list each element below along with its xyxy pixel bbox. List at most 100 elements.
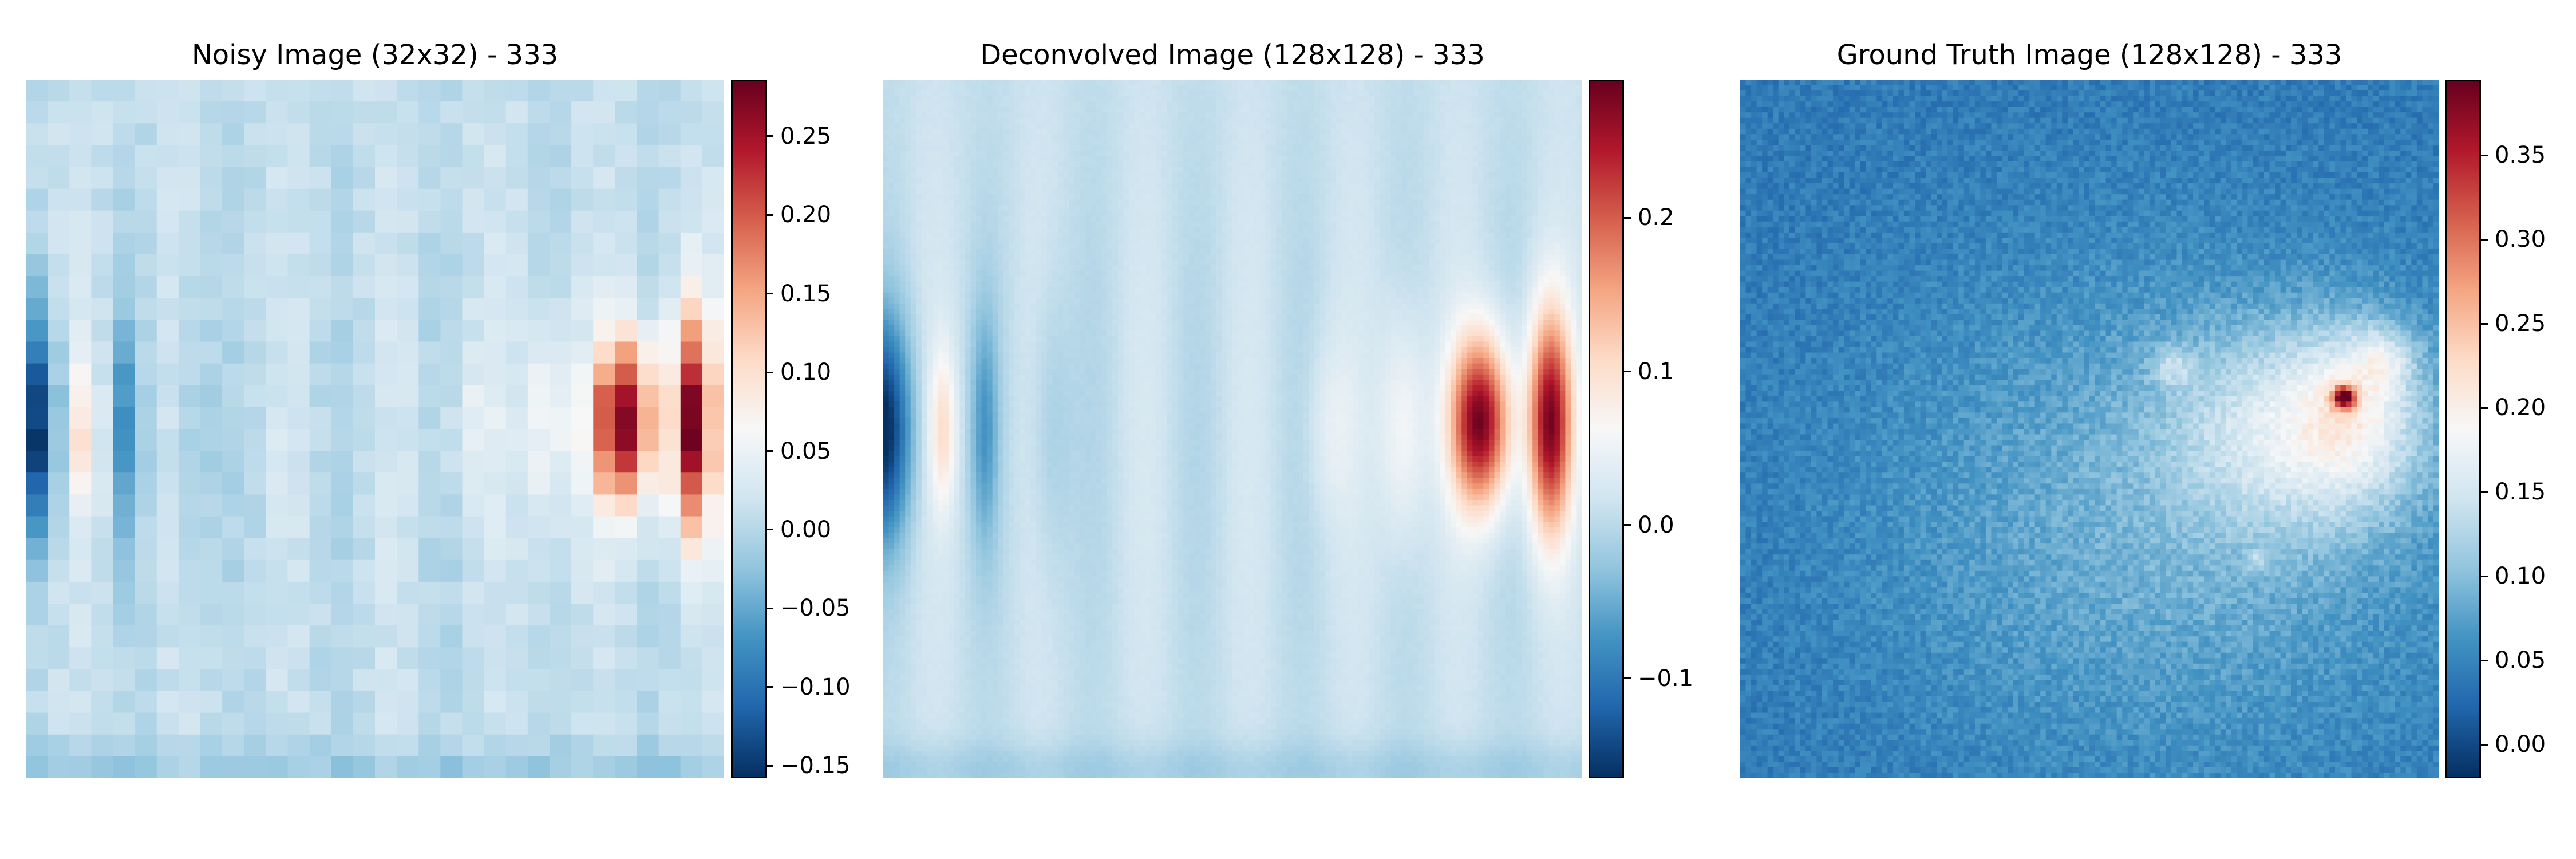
heatmap-cell	[1516, 140, 1522, 145]
heatmap-cell	[1467, 227, 1473, 233]
heatmap-cell	[1472, 172, 1478, 178]
heatmap-cell	[244, 254, 266, 277]
heatmap-cell	[484, 145, 507, 167]
heatmap-cell	[244, 647, 266, 669]
heatmap-cell	[1145, 233, 1151, 238]
heatmap-cell	[528, 647, 550, 669]
heatmap-cell	[993, 90, 998, 96]
heatmap-cell	[933, 205, 938, 211]
heatmap-cell	[982, 118, 987, 124]
heatmap-cell	[1407, 156, 1413, 161]
heatmap-cell	[506, 123, 528, 145]
heatmap-cell	[1560, 200, 1566, 206]
heatmap-cell	[1211, 90, 1216, 96]
heatmap-cell	[1424, 140, 1429, 145]
heatmap-cell	[1543, 172, 1549, 178]
heatmap-cell	[26, 625, 48, 648]
heatmap-cell	[883, 222, 889, 227]
heatmap-cell	[1565, 189, 1571, 195]
heatmap-cell	[1374, 211, 1380, 216]
heatmap-cell	[1451, 189, 1456, 195]
heatmap-cell	[1532, 112, 1538, 118]
heatmap-cell	[1336, 200, 1342, 206]
heatmap-cell	[1118, 183, 1124, 189]
heatmap-cell	[1549, 189, 1555, 195]
heatmap-cell	[1506, 101, 1511, 107]
heatmap-cell	[1374, 129, 1380, 135]
heatmap-cell	[1467, 200, 1473, 206]
heatmap-cell	[894, 167, 900, 173]
heatmap-cell	[1472, 140, 1478, 145]
heatmap-cell	[1172, 123, 1178, 129]
heatmap-cell	[571, 429, 594, 451]
heatmap-cell	[484, 604, 507, 626]
heatmap-cell	[1565, 112, 1571, 118]
heatmap-cell	[959, 178, 965, 184]
heatmap-cell	[244, 364, 266, 386]
heatmap-cell	[418, 735, 441, 757]
heatmap-cell	[976, 172, 982, 178]
heatmap-cell	[1364, 112, 1369, 118]
heatmap-cell	[463, 538, 485, 561]
heatmap-cell	[1522, 189, 1527, 195]
heatmap-cell	[883, 172, 889, 178]
heatmap-cell	[179, 407, 201, 430]
heatmap-cell	[550, 560, 572, 582]
heatmap-cell	[993, 172, 998, 178]
heatmap-cell	[976, 227, 982, 233]
heatmap-cell	[1172, 189, 1178, 195]
heatmap-cell	[26, 604, 48, 626]
heatmap-cell	[593, 385, 615, 408]
heatmap-cell	[1495, 145, 1500, 151]
heatmap-cell	[1183, 194, 1189, 200]
heatmap-cell	[1260, 90, 1266, 96]
heatmap-cell	[1298, 238, 1303, 243]
heatmap-cell	[681, 320, 703, 342]
heatmap-cell	[266, 298, 288, 320]
heatmap-cell	[1461, 161, 1467, 167]
heatmap-cell	[1472, 227, 1478, 233]
heatmap-cell	[900, 101, 906, 107]
heatmap-cell	[1167, 118, 1173, 124]
heatmap-cell	[1353, 85, 1358, 91]
heatmap-cell	[1265, 183, 1271, 189]
heatmap-cell	[905, 96, 911, 102]
heatmap-cell	[1549, 200, 1555, 206]
heatmap-cell	[1194, 216, 1200, 222]
heatmap-cell	[331, 233, 354, 255]
heatmap-cell	[1194, 183, 1200, 189]
heatmap-cell	[113, 254, 136, 277]
heatmap-cell	[987, 96, 993, 102]
heatmap-cell	[1232, 96, 1238, 102]
heatmap-cell	[48, 101, 70, 124]
heatmap-cell	[976, 85, 982, 91]
heatmap-cell	[506, 101, 528, 124]
heatmap-cell	[894, 107, 900, 113]
heatmap-cell	[615, 189, 637, 211]
heatmap-cell	[1407, 80, 1413, 85]
colorbar-tick-label: 0.00	[780, 515, 831, 545]
heatmap-cell	[375, 80, 397, 102]
heatmap-cell	[1418, 123, 1424, 129]
heatmap-cell	[1532, 129, 1538, 135]
heatmap-cell	[1401, 183, 1407, 189]
heatmap-cell	[911, 200, 916, 206]
heatmap-cell	[1205, 90, 1211, 96]
heatmap-cell	[179, 756, 201, 778]
heatmap-cell	[26, 647, 48, 669]
heatmap-cell	[1565, 216, 1571, 222]
heatmap-cell	[1554, 222, 1560, 227]
heatmap-cell	[659, 647, 681, 669]
heatmap-cell	[440, 80, 463, 102]
heatmap-cell	[933, 140, 938, 145]
heatmap-cell	[971, 194, 977, 200]
heatmap-cell	[1080, 156, 1085, 161]
heatmap-cell	[1101, 145, 1107, 151]
heatmap-cell	[1369, 189, 1374, 195]
heatmap-cell	[1085, 172, 1091, 178]
heatmap-cell	[1380, 211, 1385, 216]
heatmap-cell	[1565, 123, 1571, 129]
heatmap-cell	[266, 189, 288, 211]
heatmap-cell	[1276, 194, 1282, 200]
heatmap-cell	[1440, 96, 1445, 102]
